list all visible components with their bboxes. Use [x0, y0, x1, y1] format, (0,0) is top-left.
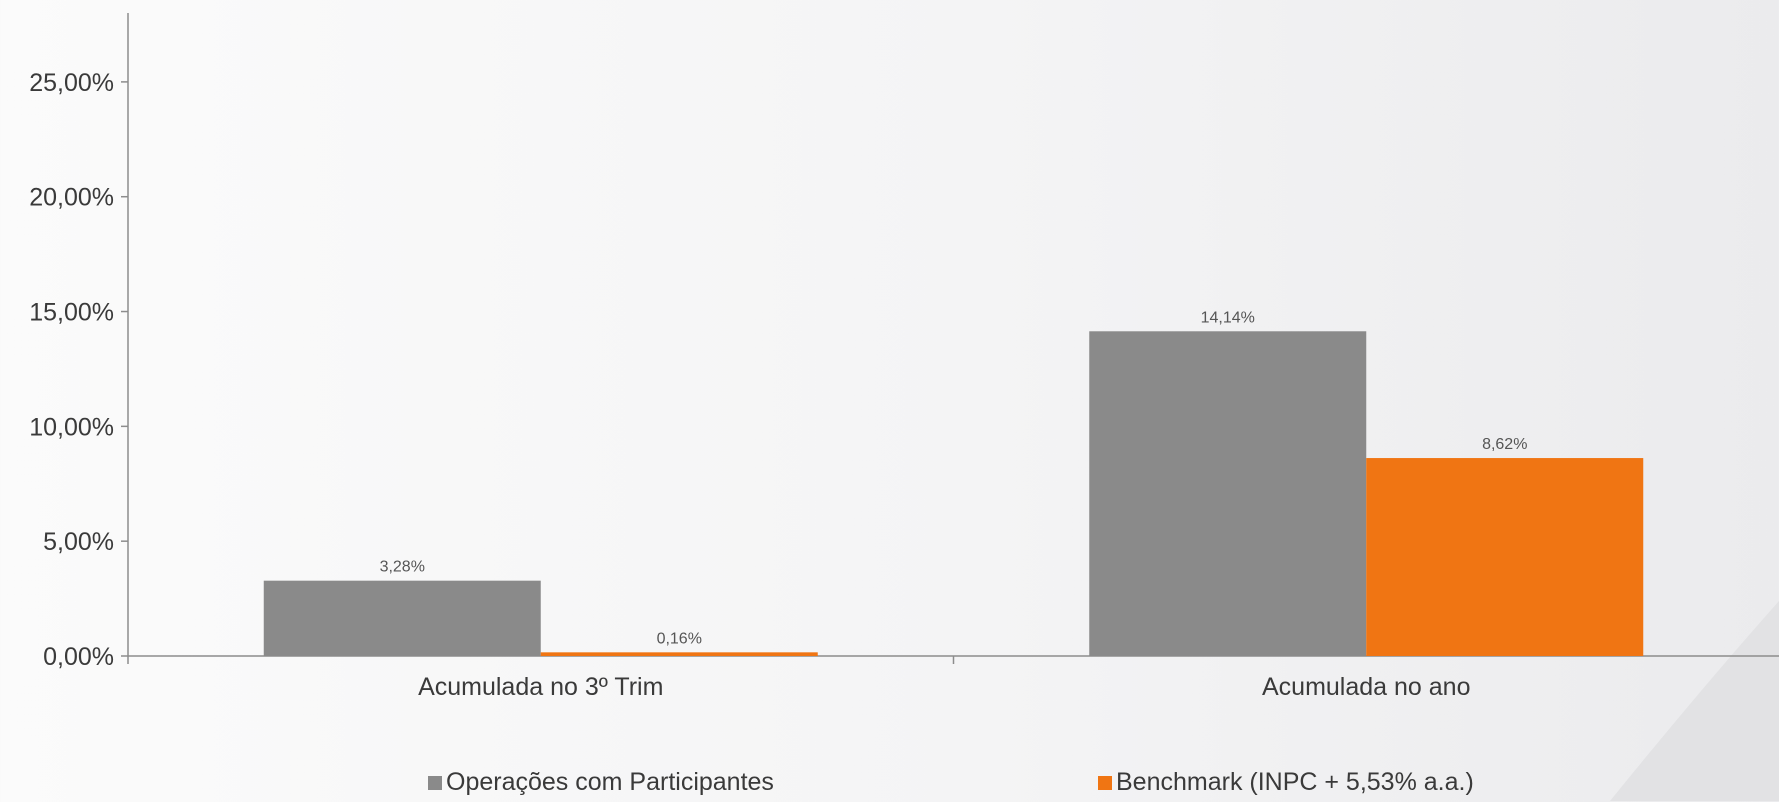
legend-label-benchmark: Benchmark (INPC + 5,53% a.a.) — [1116, 768, 1474, 796]
x-category-label: Acumulada no 3º Trim — [418, 673, 663, 701]
y-tick-label: 5,00% — [43, 528, 114, 556]
legend-item-benchmark: Benchmark (INPC + 5,53% a.a.) — [1098, 768, 1474, 797]
y-tick-label: 0,00% — [43, 643, 114, 671]
bar-operacoes-1 — [1089, 331, 1367, 656]
decorative-corner-shape — [1610, 601, 1779, 801]
y-tick-label: 15,00% — [29, 299, 114, 327]
legend-item-operacoes: Operações com Participantes — [428, 768, 774, 797]
data-label: 0,16% — [657, 630, 702, 647]
legend-label-operacoes: Operações com Participantes — [446, 768, 774, 796]
bar-operacoes-0 — [263, 580, 541, 656]
y-tick-label: 25,00% — [29, 69, 114, 97]
legend-swatch-operacoes — [428, 775, 442, 790]
data-label: 8,62% — [1482, 436, 1527, 453]
data-label: 14,14% — [1201, 309, 1255, 326]
x-category-label: Acumulada no ano — [1262, 673, 1470, 701]
bar-benchmark-1 — [1366, 458, 1644, 656]
bar-benchmark-0 — [540, 652, 818, 656]
chart-legend: Operações com Participantes Benchmark (I… — [0, 768, 1779, 802]
y-tick-label: 20,00% — [29, 184, 114, 212]
legend-swatch-benchmark — [1098, 775, 1112, 790]
y-tick-label: 10,00% — [29, 413, 114, 441]
data-label: 3,28% — [380, 559, 425, 576]
